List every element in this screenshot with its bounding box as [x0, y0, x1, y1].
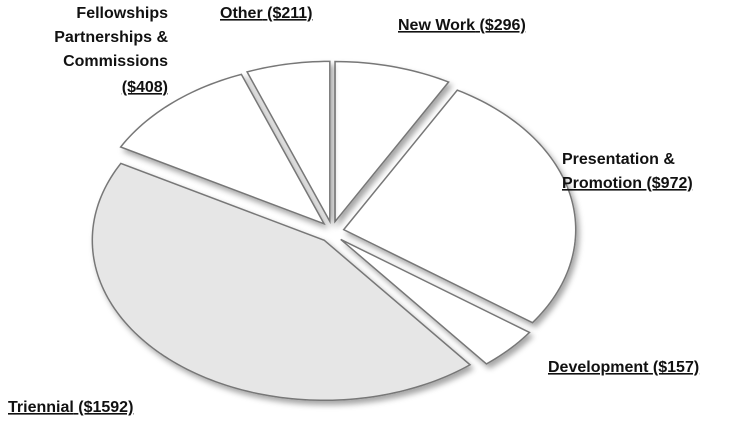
category-label: Presentation & — [562, 151, 675, 168]
slice-label: Fellowships Partnerships & Commissions ($40… — [54, 5, 168, 96]
slice-label: New Work ($296) — [398, 17, 526, 34]
pie-slice — [119, 73, 326, 226]
category-label: New Work — [398, 17, 475, 34]
category-label: Partnerships & — [54, 29, 168, 46]
label-text: Presentation & — [562, 151, 675, 168]
label-text: Triennial ($1592) — [8, 399, 133, 416]
pie-slice — [334, 60, 450, 224]
value-label: ($972) — [646, 175, 692, 192]
value-label: ($408) — [122, 79, 168, 96]
label-text: Development ($157) — [548, 359, 699, 376]
label-text: New Work ($296) — [398, 17, 526, 34]
slice-label: Triennial ($1592) — [8, 399, 133, 416]
pie-slice — [91, 162, 472, 402]
category-label: Triennial — [8, 399, 74, 416]
pie-slice — [245, 60, 331, 225]
category-label: Commissions — [63, 53, 168, 70]
pie-slice — [340, 238, 531, 365]
value-label: ($211) — [267, 5, 312, 22]
label-text: Commissions — [63, 53, 168, 70]
label-text: Promotion ($972) — [562, 175, 693, 192]
slice-label: Presentation & Promotion ($972) — [562, 151, 693, 192]
category-label: Fellowships — [76, 5, 168, 22]
pie-slice — [342, 89, 577, 324]
category-label: Development — [548, 359, 649, 376]
category-label: Promotion — [562, 175, 642, 192]
value-label: ($1592) — [78, 399, 133, 416]
label-text: Partnerships & — [54, 29, 168, 46]
slice-label: Other ($211) — [220, 5, 313, 22]
value-label: ($296) — [480, 17, 526, 34]
label-text: Other ($211) — [220, 5, 313, 22]
label-text: Fellowships — [76, 5, 168, 22]
slice-label: Development ($157) — [548, 359, 699, 376]
value-label: ($157) — [653, 359, 699, 376]
category-label: Other — [220, 5, 263, 22]
